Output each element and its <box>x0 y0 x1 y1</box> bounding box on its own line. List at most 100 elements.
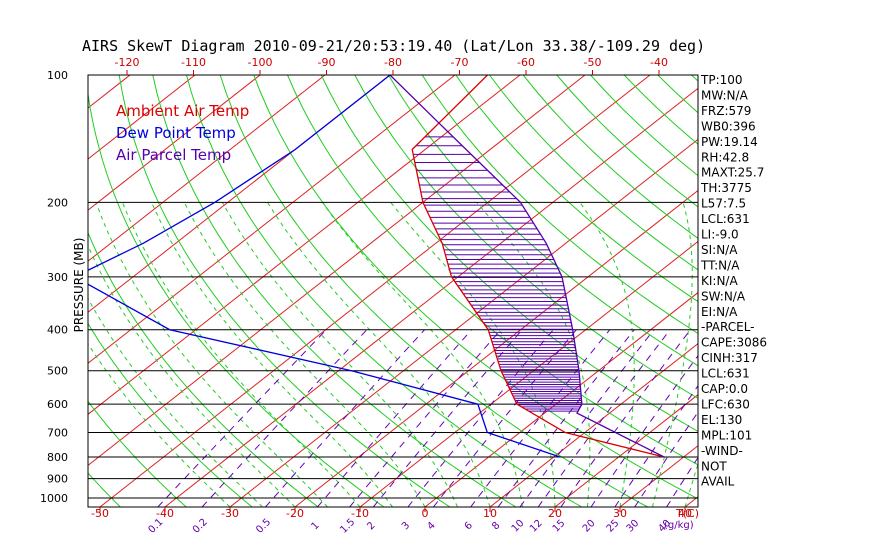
dry-adiabat-line <box>88 322 253 507</box>
dry-adiabat-line <box>354 75 698 399</box>
mixing-ratio-line <box>519 329 655 507</box>
dry-adiabat-line <box>88 231 319 507</box>
dry-adiabat-line <box>219 75 648 507</box>
isotherm-line <box>88 75 261 211</box>
dry-adiabat-line <box>253 75 698 500</box>
parcel-temp-curve <box>389 75 665 458</box>
mixing-ratio-label: 15 <box>551 518 568 535</box>
dry-adiabat-line <box>118 75 451 507</box>
mixing-ratio-line <box>433 329 577 507</box>
pressure-tick-label: 1000 <box>40 492 68 505</box>
mixing-ratio-line <box>372 329 523 507</box>
stat-line: MPL:101 <box>701 428 752 442</box>
isotherm-line <box>88 75 326 262</box>
isotherm-line <box>88 75 131 109</box>
legend-entry: Dew Point Temp <box>116 124 236 142</box>
isotherm-line <box>489 342 698 507</box>
stat-line: TP:100 <box>700 73 743 87</box>
moist-adiabat-line <box>121 202 361 507</box>
stat-line: LCL:631 <box>701 212 750 226</box>
stat-line: SW:N/A <box>701 289 746 303</box>
stat-line: SI:N/A <box>701 243 738 257</box>
mixing-ratio-line <box>407 329 554 507</box>
stat-line: -PARCEL- <box>701 320 755 334</box>
mixing-ratio-label: 2 <box>365 520 377 532</box>
bottom-temp-tick-label: -10 <box>351 507 369 520</box>
dry-adiabat-line <box>152 75 517 507</box>
moist-adiabat-line <box>151 202 393 507</box>
stat-line: LCL:631 <box>701 367 750 381</box>
isotherm-line <box>359 240 698 507</box>
bottom-temp-tick-label: -30 <box>221 507 239 520</box>
mixing-ratio-line <box>349 329 502 507</box>
dry-adiabat-line <box>657 75 698 114</box>
isotherm-line <box>88 75 521 415</box>
dry-adiabat-line <box>793 75 870 507</box>
top-temp-tick-label: -70 <box>451 56 469 69</box>
stat-line: EI:N/A <box>701 305 738 319</box>
pressure-tick-label: 100 <box>47 69 68 82</box>
isotherm-line <box>0 75 65 507</box>
stat-line: FRZ:579 <box>701 104 751 118</box>
top-temp-tick-label: -50 <box>584 56 602 69</box>
y-axis-label: PRESSURE (MB) <box>72 238 86 333</box>
pressure-tick-label: 800 <box>47 451 68 464</box>
mixing-ratio-label: 10 <box>510 518 527 535</box>
mixing-ratio-label: 25 <box>605 518 622 535</box>
ambient-temp-curve <box>411 75 665 458</box>
mixing-ratio-label: 3 <box>400 520 412 532</box>
moist-adiabat-line <box>221 202 458 507</box>
top-temp-tick-label: -100 <box>248 56 273 69</box>
stat-line: MW:N/A <box>701 88 749 102</box>
pressure-tick-label: 700 <box>47 427 68 440</box>
stat-line: LFC:630 <box>701 397 750 411</box>
stat-line: LI:-9.0 <box>701 228 739 242</box>
isotherm-line <box>815 75 870 507</box>
dry-adiabat-line <box>489 75 698 271</box>
bottom-temp-tick-label: 30 <box>613 507 627 520</box>
stat-line: CINH:317 <box>701 351 758 365</box>
isotherm-line <box>229 138 698 507</box>
mixing-ratio-label: 12 <box>528 518 545 535</box>
legend-entry: Ambient Air Temp <box>116 102 249 120</box>
pressure-tick-label: 400 <box>47 324 68 337</box>
mixing-ratio-line <box>265 329 425 507</box>
mixing-ratio-label: 30 <box>625 518 642 535</box>
pressure-tick-label: 900 <box>47 473 68 486</box>
stat-line: NOT <box>701 459 727 473</box>
moist-adiabat-line <box>579 202 635 507</box>
bottom-temp-tick-label: 20 <box>548 507 562 520</box>
dry-adiabat-line <box>88 472 121 507</box>
isotherm-line <box>294 189 698 507</box>
moist-adiabat-line <box>684 462 698 507</box>
mixing-ratio-label: 20 <box>581 518 598 535</box>
dry-adiabat-line <box>522 75 698 239</box>
isotherm-line <box>554 394 698 507</box>
bottom-temp-tick-label: -50 <box>91 507 109 520</box>
moist-adiabat-line <box>183 202 426 507</box>
dry-adiabat-line <box>186 75 582 507</box>
stat-line: MAXT:25.7 <box>701 166 764 180</box>
moist-adiabat-line <box>88 244 296 507</box>
mixing-ratio-line <box>201 329 368 507</box>
mixing-ratio-line <box>157 329 327 507</box>
legend: Ambient Air Temp Dew Point Temp Air Parcel… <box>116 102 249 164</box>
top-temp-tick-label: -90 <box>318 56 336 69</box>
bottom-temp-tick-label: -40 <box>156 507 174 520</box>
mixing-ratio-label: 0.2 <box>191 517 210 536</box>
stat-line: EL:130 <box>701 413 742 427</box>
isotherm-line <box>164 87 698 507</box>
mixing-ratio-label: 6 <box>463 520 475 532</box>
dry-adiabat-line <box>320 75 698 432</box>
stat-line: WB0:396 <box>701 119 756 133</box>
mixing-ratio-line <box>537 329 671 507</box>
mixing-ratio-line <box>614 384 698 507</box>
mixing-ratio-line <box>317 329 473 507</box>
isotherm-line <box>88 75 456 364</box>
mixing-ratio-label: 1 <box>310 520 322 532</box>
mixing-ratio-label: 0.5 <box>254 517 273 536</box>
stat-line: AVAIL <box>701 475 735 489</box>
bottom-temp-tick-label: -20 <box>286 507 304 520</box>
